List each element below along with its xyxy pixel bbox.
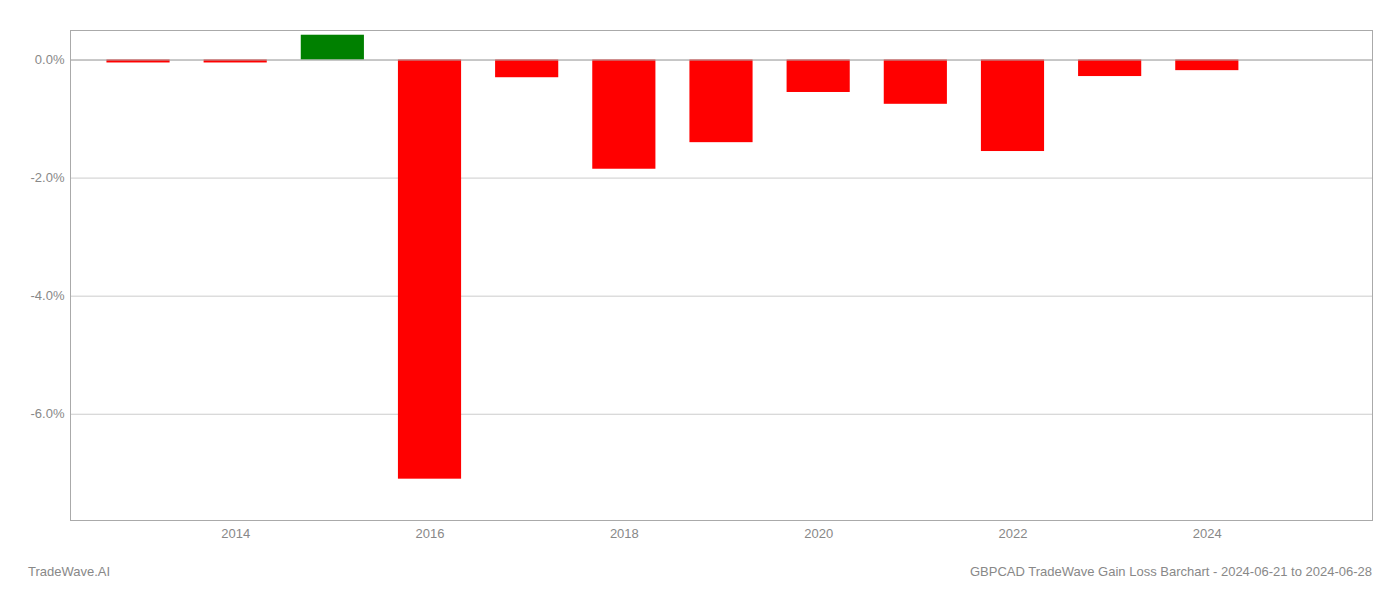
svg-text:2014: 2014 (221, 526, 250, 541)
svg-text:0.0%: 0.0% (35, 52, 65, 67)
svg-text:-2.0%: -2.0% (31, 170, 65, 185)
svg-text:2016: 2016 (416, 526, 445, 541)
svg-text:2024: 2024 (1193, 526, 1222, 541)
svg-text:-4.0%: -4.0% (31, 288, 65, 303)
html-text:TradeWave.AI: TradeWave.AI (28, 564, 111, 579)
svg-text:-6.0%: -6.0% (31, 406, 65, 421)
html-text:GBPCAD TradeWave Gain Loss Bar: GBPCAD TradeWave Gain Loss Barchart - 20… (970, 564, 1372, 579)
svg-text:2022: 2022 (999, 526, 1028, 541)
svg-text:2018: 2018 (610, 526, 639, 541)
svg-text:2020: 2020 (804, 526, 833, 541)
